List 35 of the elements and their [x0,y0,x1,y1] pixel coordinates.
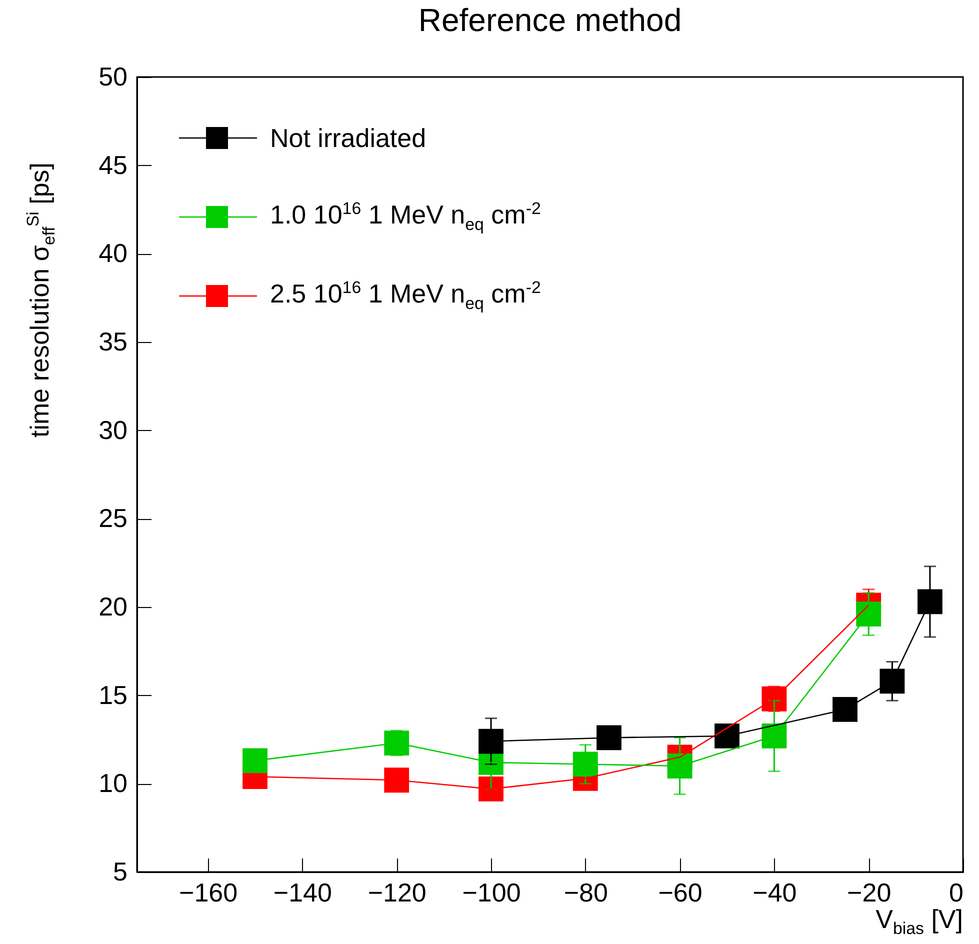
point [384,768,410,793]
y-tick-label: 5 [113,856,128,886]
y-tick-label: 15 [98,680,128,710]
legend-label: 1.0 10$^{16}$ 1 MeV n$_{eq}$ cm$^{-2}$ [270,199,541,235]
x-tick-label: −140 [273,878,332,908]
x-tick-label: −80 [564,878,608,908]
point [667,754,692,778]
y-tick-label: 30 [98,414,128,445]
point [478,776,504,802]
chart-title: Reference method [418,2,682,38]
y-tick-label: 35 [98,326,128,356]
point [384,730,410,756]
y-tick-label: 20 [98,592,128,622]
y-tick-label: 25 [98,503,128,534]
point [478,728,504,754]
x-tick-label: −60 [658,878,702,908]
point [856,602,882,627]
legend-label: 2.5 10$^{16}$ 1 MeV n$_{eq}$ cm$^{-2}$ [270,278,541,314]
x-tick-label: −160 [179,878,238,908]
x-tick-label: −40 [752,878,797,908]
point [596,725,622,750]
point [242,748,268,774]
legend-label: Not irradiated [270,122,426,154]
point [762,686,787,712]
y-tick-label: 45 [98,150,128,180]
point [714,724,740,748]
point [918,589,942,614]
x-tick-label: −120 [368,878,426,908]
y-tick-label: 40 [98,238,128,268]
y-tick-label: 10 [98,768,128,798]
x-tick-label: −100 [462,878,521,908]
y-tick-label: 50 [98,62,128,92]
point [880,668,905,694]
point [832,697,858,722]
point [572,752,598,777]
